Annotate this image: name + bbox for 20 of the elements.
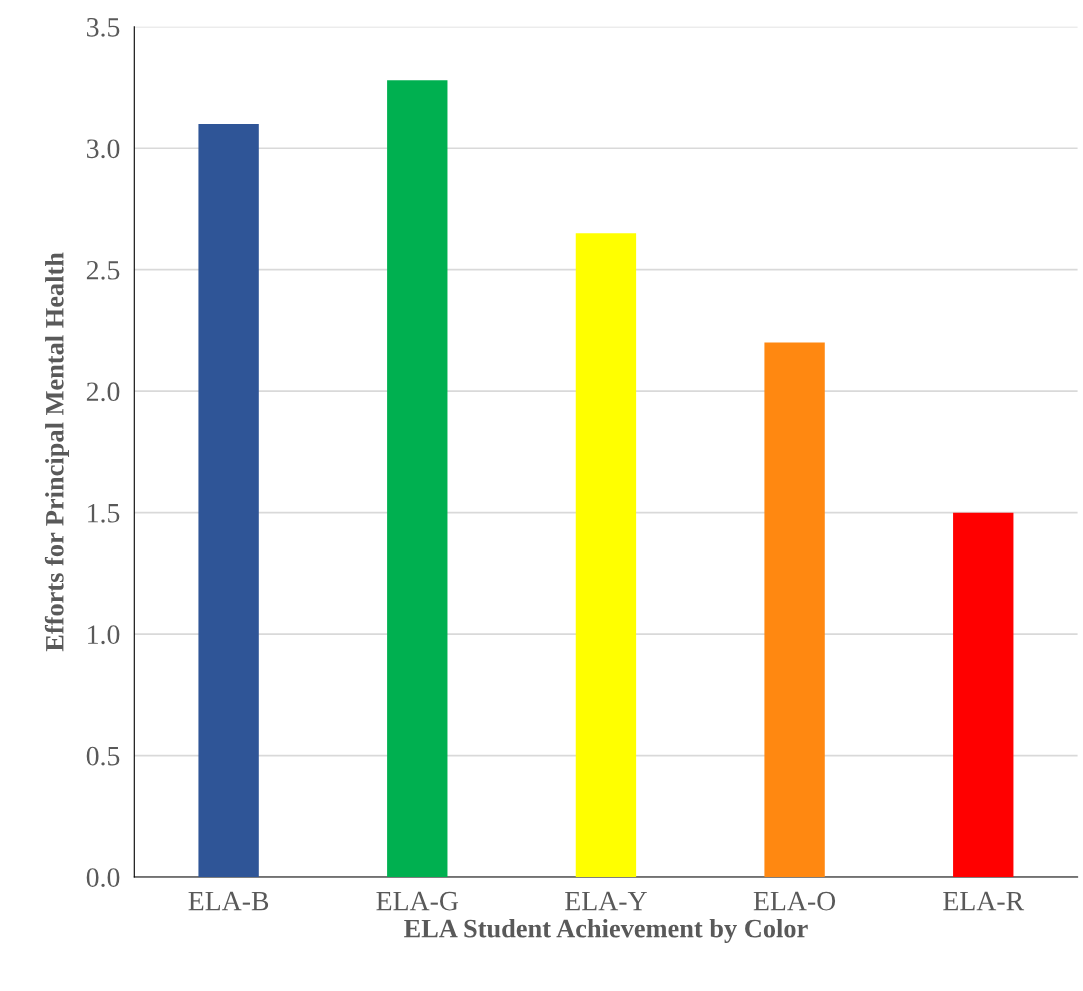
bar [387, 80, 448, 878]
bar [575, 233, 637, 878]
y-tick-label: 1.0 [88, 625, 120, 645]
y-tick-label: 3.0 [87, 139, 120, 159]
y-tick-label: 2.5 [86, 260, 120, 280]
x-tick-label: ELA-Y [565, 891, 647, 911]
x-tick-label: ELA-B [188, 891, 269, 911]
y-axis-title: Efforts for Principal Mental Health [44, 252, 70, 652]
y-tick-label: 0.5 [86, 746, 120, 766]
x-tick-label: ELA-R [943, 891, 1025, 911]
x-tick-label: ELA-O [753, 891, 836, 911]
bar [953, 512, 1014, 878]
bar [764, 342, 825, 878]
y-tick-label: 1.5 [88, 503, 120, 523]
x-axis-title: ELA Student Achievement by Color [404, 918, 808, 943]
y-tick-label: 0.0 [86, 868, 120, 888]
y-tick-label: 2.0 [86, 382, 120, 402]
bar [198, 123, 259, 878]
x-tick-label: ELA-G [376, 891, 459, 911]
y-tick-label: 3.5 [87, 18, 120, 37]
